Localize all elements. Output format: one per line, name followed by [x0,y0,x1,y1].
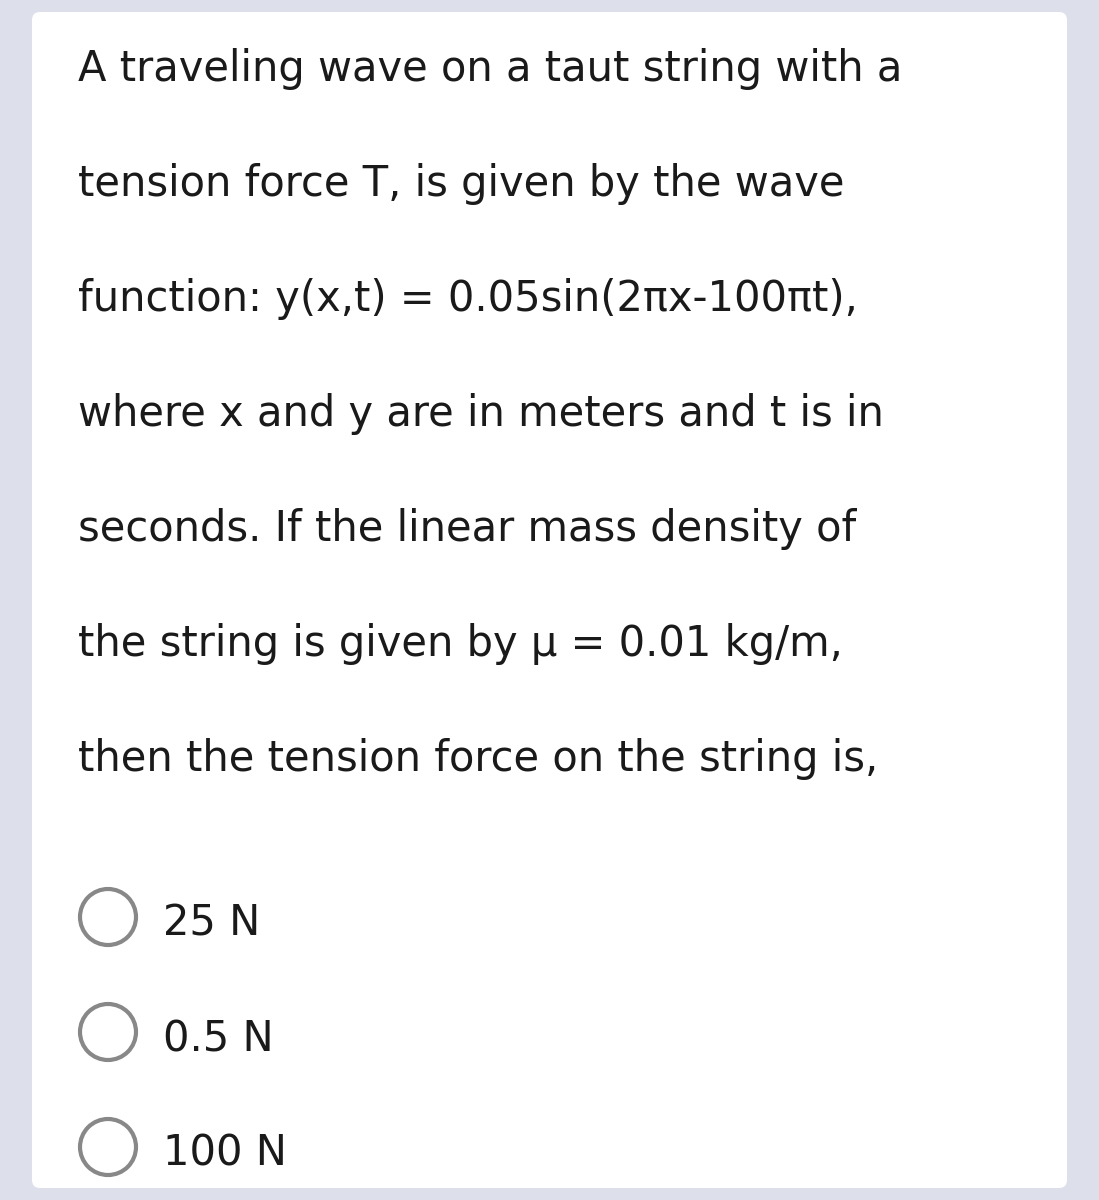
Text: 25 N: 25 N [163,902,260,946]
Text: 0.5 N: 0.5 N [163,1018,274,1060]
Text: seconds. If the linear mass density of: seconds. If the linear mass density of [78,508,856,550]
FancyBboxPatch shape [32,12,1067,1188]
Text: where x and y are in meters and t is in: where x and y are in meters and t is in [78,392,884,434]
Text: function: y(x,t) = 0.05sin(2πx-100πt),: function: y(x,t) = 0.05sin(2πx-100πt), [78,278,858,320]
Text: A traveling wave on a taut string with a: A traveling wave on a taut string with a [78,48,902,90]
Text: the string is given by μ = 0.01 kg/m,: the string is given by μ = 0.01 kg/m, [78,623,843,665]
Text: tension force T, is given by the wave: tension force T, is given by the wave [78,163,844,205]
Text: then the tension force on the string is,: then the tension force on the string is, [78,738,878,780]
Text: 100 N: 100 N [163,1133,287,1175]
